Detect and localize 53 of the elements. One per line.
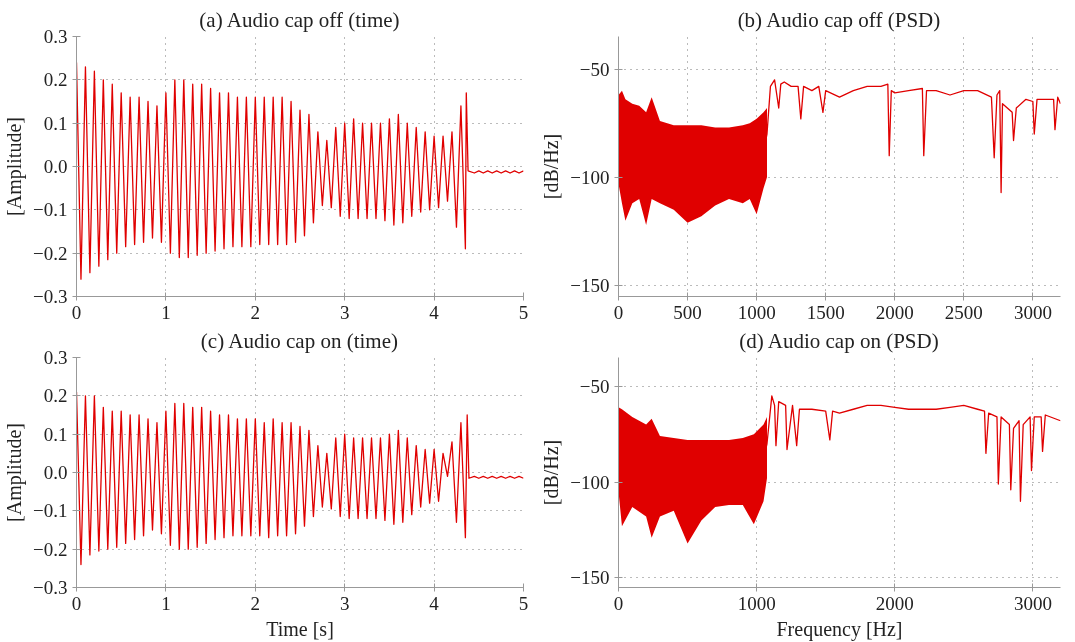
x-tick-label: 3000 <box>1013 592 1052 614</box>
y-tick-label: 0.0 <box>43 156 68 177</box>
y-tick-label: −150 <box>570 275 610 297</box>
y-tick-label: −0.3 <box>33 577 68 598</box>
chart-title: (a) Audio cap off (time) <box>199 7 400 32</box>
x-tick-label: 5 <box>518 592 529 614</box>
y-tick-label: −0.2 <box>33 242 68 264</box>
x-tick-label: 1 <box>161 592 171 614</box>
x-tick-label: 3000 <box>1013 301 1052 323</box>
x-tick-label: 3 <box>339 301 350 323</box>
x-axis-title: Time [s] <box>266 617 334 640</box>
y-tick-label: −100 <box>570 166 610 188</box>
x-tick-label: 3 <box>339 592 350 614</box>
y-axis-title: [dB/Hz] <box>540 439 563 506</box>
y-tick-label: −100 <box>570 471 610 493</box>
x-tick-label: 5 <box>518 301 529 323</box>
y-tick-label: −0.1 <box>33 500 68 522</box>
x-tick-label: 2 <box>250 592 261 614</box>
y-tick-label: −0.1 <box>33 199 68 221</box>
y-tick-label: −50 <box>579 58 610 80</box>
y-tick-label: 0.2 <box>43 69 68 91</box>
y-tick-label: 0.1 <box>43 423 68 445</box>
y-tick-label: 0.3 <box>43 26 68 47</box>
x-tick-label: 2000 <box>875 301 914 323</box>
y-tick-label: −0.2 <box>33 538 68 560</box>
x-tick-label: 1000 <box>737 301 776 323</box>
y-tick-label: 0.0 <box>43 462 68 483</box>
y-tick-label: −50 <box>579 375 610 397</box>
y-tick-label: −150 <box>570 567 610 589</box>
x-tick-label: 4 <box>429 592 440 614</box>
x-tick-label: 2500 <box>944 301 983 323</box>
x-tick-label: 0 <box>613 592 624 614</box>
x-tick-label: 1 <box>161 301 171 323</box>
y-tick-label: 0.2 <box>43 385 68 407</box>
chart-title: (d) Audio cap on (PSD) <box>739 328 939 353</box>
x-tick-label: 2000 <box>875 592 914 614</box>
y-tick-label: 0.3 <box>43 347 68 368</box>
y-axis-title: [Amplitude] <box>3 117 27 216</box>
y-tick-label: −0.3 <box>33 286 68 307</box>
x-tick-label: 0 <box>71 592 82 614</box>
x-tick-label: 0 <box>71 301 82 323</box>
chart-title: (b) Audio cap off (PSD) <box>737 7 941 32</box>
x-axis-title: Frequency [Hz] <box>776 617 903 641</box>
x-tick-label: 2 <box>250 301 261 323</box>
y-axis-title: [dB/Hz] <box>540 133 563 200</box>
y-tick-label: 0.1 <box>43 112 68 134</box>
y-axis-title: [Amplitude] <box>3 423 27 522</box>
x-tick-label: 1500 <box>806 301 845 323</box>
chart-title: (c) Audio cap on (time) <box>200 328 398 353</box>
x-tick-label: 1000 <box>737 592 776 614</box>
x-tick-label: 0 <box>613 301 624 323</box>
x-tick-label: 500 <box>673 301 702 323</box>
x-tick-label: 4 <box>429 301 440 323</box>
